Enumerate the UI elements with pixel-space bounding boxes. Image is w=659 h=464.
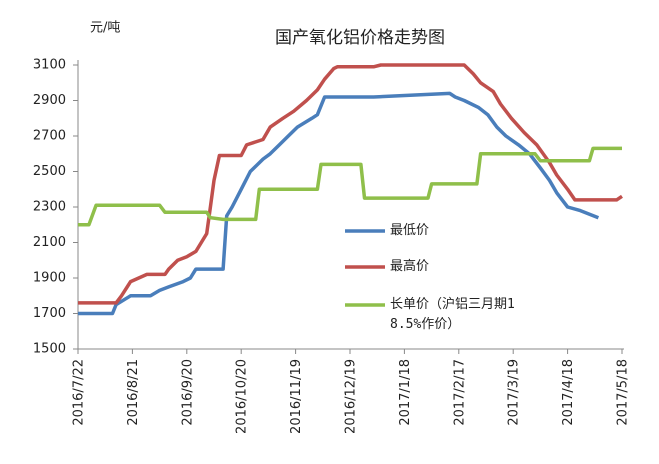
y-tick-label: 2500 xyxy=(33,164,66,179)
series-line xyxy=(78,63,623,305)
y-axis-label: 元/吨 xyxy=(90,21,120,36)
x-tick-label: 2017/2/17 xyxy=(452,359,467,426)
x-tick-label: 2017/1/18 xyxy=(398,359,413,426)
y-tick-label: 2300 xyxy=(33,200,66,215)
y-tick-label: 2900 xyxy=(33,93,66,108)
chart-title: 国产氧化铝价格走势图 xyxy=(275,28,445,48)
x-tick-label: 2017/5/18 xyxy=(616,359,631,426)
series-line xyxy=(78,146,622,227)
y-tick-label: 1900 xyxy=(33,271,66,286)
x-tick-label: 2017/3/19 xyxy=(507,359,522,426)
x-tick-label: 2016/8/21 xyxy=(126,359,141,426)
y-tick-label: 3100 xyxy=(33,58,66,73)
legend-label: 最低价 xyxy=(390,223,430,238)
legend-entry: 最高价 xyxy=(390,259,430,274)
y-tick-label: 1500 xyxy=(33,342,66,357)
x-tick-label: 2016/11/19 xyxy=(289,359,304,434)
x-tick-label: 2016/12/19 xyxy=(344,359,359,434)
x-tick-label: 2016/9/20 xyxy=(180,359,195,426)
x-tick-label: 2016/10/20 xyxy=(235,359,250,434)
series-line xyxy=(78,91,600,316)
legend-entry: 最低价 xyxy=(390,223,430,238)
x-tick-label: 2017/4/18 xyxy=(561,359,576,426)
y-tick-label: 1700 xyxy=(33,306,66,321)
legend-label: 长单价（沪铝三月期18.5%作价） xyxy=(390,297,515,332)
legend-entry: 长单价（沪铝三月期18.5%作价） xyxy=(390,297,515,332)
y-tick-label: 2700 xyxy=(33,129,66,144)
legend-label: 最高价 xyxy=(390,259,430,274)
y-tick-label: 2100 xyxy=(33,235,66,250)
x-tick-label: 2016/7/22 xyxy=(72,359,87,426)
